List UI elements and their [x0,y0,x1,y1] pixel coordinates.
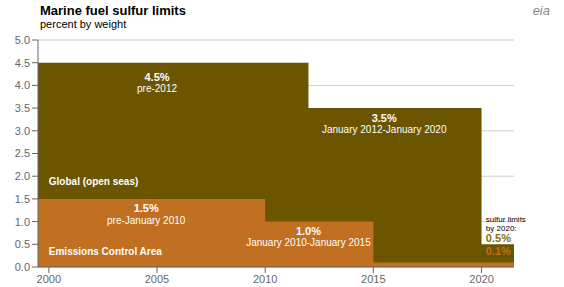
svg-text:sulfur limitsby 2020:: sulfur limitsby 2020: [486,215,526,233]
svg-text:Emissions Control Area: Emissions Control Area [49,246,162,257]
svg-text:0.5%: 0.5% [486,232,511,244]
svg-text:0.5: 0.5 [15,238,30,250]
html-text:Marine fuel sulfur limits: Marine fuel sulfur limits [40,3,186,18]
svg-text:3.5: 3.5 [15,102,30,114]
svg-text:1.0%: 1.0% [296,225,321,237]
svg-text:1.0: 1.0 [15,216,30,228]
svg-text:January 2010-January 2015: January 2010-January 2015 [246,237,371,248]
svg-text:1.5%: 1.5% [134,202,159,214]
html-text:percent by weight: percent by weight [40,18,127,30]
svg-text:2020: 2020 [469,273,493,285]
svg-text:2015: 2015 [361,273,385,285]
svg-text:4.0: 4.0 [15,79,30,91]
svg-text:5.0: 5.0 [15,34,30,46]
svg-text:4.5%: 4.5% [144,71,169,83]
svg-text:3.0: 3.0 [15,125,30,137]
svg-text:0.0: 0.0 [15,261,30,273]
svg-text:1.5: 1.5 [15,193,30,205]
svg-text:2.0: 2.0 [15,170,30,182]
svg-text:January 2012-January 2020: January 2012-January 2020 [322,124,447,135]
svg-text:Global (open seas): Global (open seas) [49,177,138,188]
svg-text:2005: 2005 [145,273,169,285]
svg-text:0.1%: 0.1% [486,245,511,257]
svg-text:2.5: 2.5 [15,147,30,159]
svg-text:2010: 2010 [253,273,277,285]
svg-text:3.5%: 3.5% [372,112,397,124]
svg-text:2000: 2000 [37,273,61,285]
svg-text:pre-January 2010: pre-January 2010 [107,215,186,226]
html-text:eia: eia [532,3,550,18]
svg-text:4.5: 4.5 [15,57,30,69]
svg-text:pre-2012: pre-2012 [137,84,177,95]
